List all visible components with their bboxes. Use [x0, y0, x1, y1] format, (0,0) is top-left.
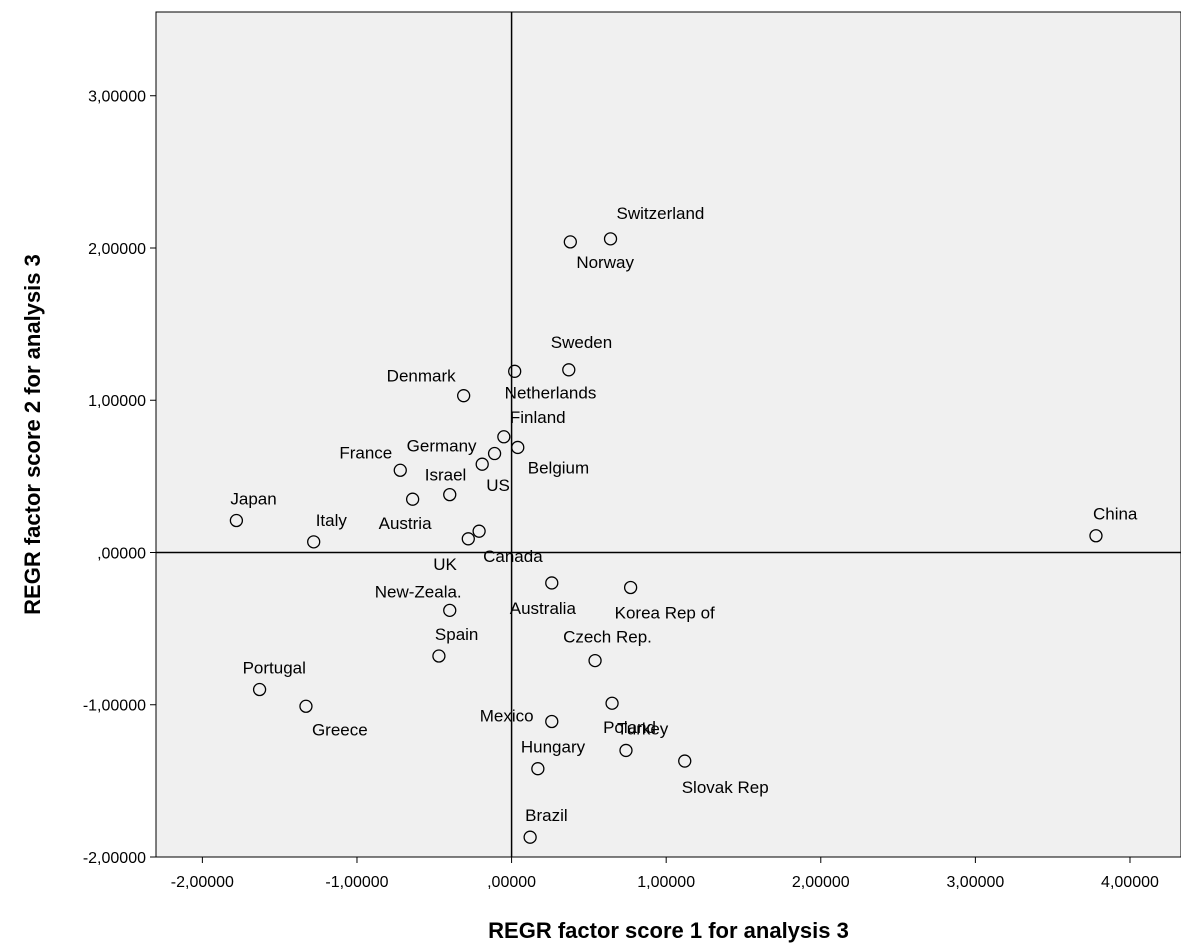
point-label: New-Zeala. — [375, 582, 462, 601]
data-point — [432, 649, 446, 663]
point-label: Austria — [379, 514, 432, 533]
data-points — [229, 232, 1103, 844]
data-point — [393, 463, 407, 477]
reference-lines — [156, 12, 1181, 857]
point-label: Mexico — [480, 706, 534, 725]
data-point — [307, 535, 321, 549]
point-label: Slovak Rep — [682, 778, 769, 797]
point-label: Norway — [576, 253, 634, 272]
x-tick-label: -1,00000 — [325, 874, 388, 891]
y-axis: -2,00000 -1,00000 ,00000 1,00000 2,00000 3,00… — [83, 89, 156, 867]
point-label: Spain — [435, 625, 478, 644]
point-label: Czech Rep. — [563, 628, 652, 647]
data-point — [252, 682, 267, 697]
x-tick-label: 4,00000 — [1101, 874, 1159, 891]
point-label: Hungary — [521, 738, 586, 757]
point-label: Netherlands — [505, 383, 597, 402]
data-point — [545, 714, 559, 729]
x-axis-title: REGR factor score 1 for analysis 3 — [488, 918, 849, 943]
plot-area — [155, 11, 1181, 858]
data-point — [461, 532, 475, 546]
data-point — [229, 513, 244, 528]
data-point — [405, 492, 420, 506]
point-label: Italy — [316, 511, 348, 530]
point-label: Denmark — [387, 367, 456, 386]
data-point — [457, 389, 471, 403]
data-point — [603, 232, 618, 246]
point-label: France — [339, 443, 392, 462]
x-tick-label: ,00000 — [487, 874, 536, 891]
point-label: China — [1093, 505, 1138, 524]
data-point — [562, 363, 576, 377]
data-point — [619, 743, 633, 758]
point-label: Israel — [425, 466, 467, 485]
data-point — [531, 762, 545, 776]
x-tick-label: 1,00000 — [637, 874, 695, 891]
point-label: UK — [433, 555, 457, 574]
y-tick-label: -1,00000 — [83, 698, 146, 715]
point-label: US — [486, 476, 510, 495]
point-label: Portugal — [243, 659, 306, 678]
x-tick-label: -2,00000 — [171, 874, 234, 891]
y-tick-label: -2,00000 — [83, 850, 146, 867]
data-point — [487, 446, 502, 461]
data-point — [1089, 529, 1103, 543]
point-label: Switzerland — [617, 204, 705, 223]
data-point — [497, 430, 511, 444]
y-axis-title: REGR factor score 2 for analysis 3 — [20, 254, 45, 615]
data-point — [472, 524, 486, 538]
point-label: Brazil — [525, 806, 568, 825]
point-label: Sweden — [551, 333, 612, 352]
data-point — [623, 580, 638, 595]
data-point — [588, 653, 602, 668]
point-label: Germany — [407, 437, 477, 456]
point-label: Greece — [312, 720, 368, 739]
point-label: Poland — [603, 718, 656, 737]
data-point — [605, 696, 619, 710]
data-point — [523, 830, 537, 844]
y-tick-label: 2,00000 — [88, 241, 146, 258]
x-tick-label: 2,00000 — [792, 874, 850, 891]
point-label: Finland — [510, 408, 566, 427]
point-label: Turkey — [617, 719, 669, 738]
data-point — [678, 754, 692, 768]
data-point — [443, 603, 457, 618]
point-label: Belgium — [528, 458, 589, 477]
x-axis: -2,00000 -1,00000 ,00000 1,00000 2,00000 3,00… — [171, 857, 1159, 891]
data-point — [299, 699, 313, 713]
point-label: Australia — [510, 599, 577, 618]
data-point — [563, 235, 577, 249]
data-point — [508, 364, 522, 378]
x-tick-label: 3,00000 — [946, 874, 1004, 891]
point-label: Japan — [230, 490, 276, 509]
data-point — [443, 487, 457, 502]
y-tick-label: 3,00000 — [88, 89, 146, 106]
point-label: Korea Rep of — [615, 604, 715, 623]
y-tick-label: ,00000 — [97, 545, 146, 562]
data-point — [545, 576, 559, 590]
data-point — [511, 440, 525, 455]
y-tick-label: 1,00000 — [88, 393, 146, 410]
point-labels: Switzerland Norway Sweden Netherlands Denmar… — [230, 204, 1138, 825]
point-label: Canada — [483, 547, 543, 566]
data-point — [475, 457, 489, 471]
